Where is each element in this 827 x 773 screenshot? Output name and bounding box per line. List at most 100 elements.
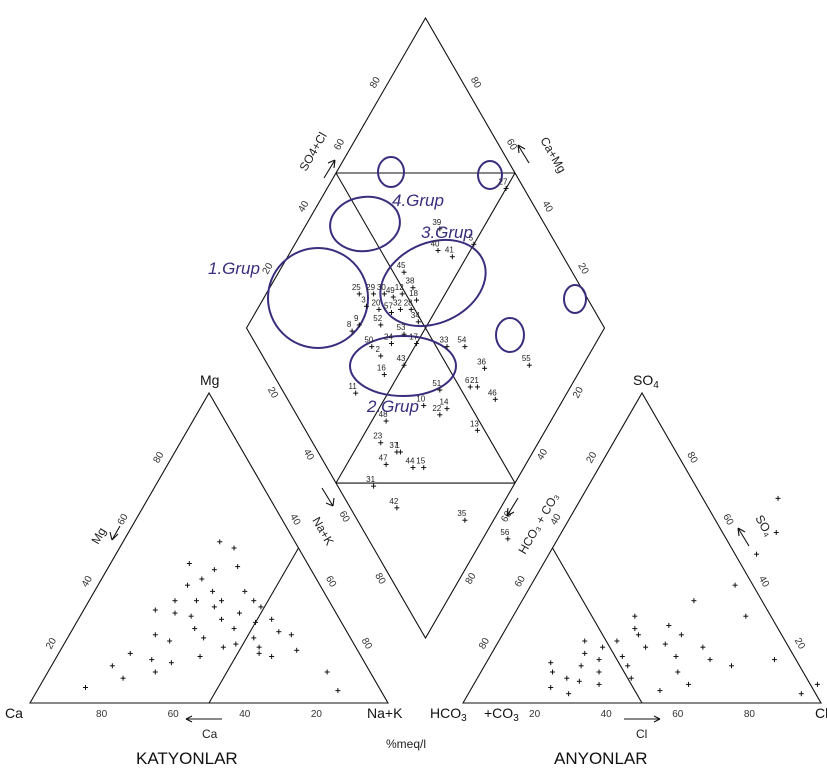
diamond-point	[444, 406, 450, 412]
cation-point	[211, 604, 217, 610]
diamond-point-label: 40	[431, 240, 440, 249]
diamond-point-label: 27	[499, 178, 508, 187]
diamond-point	[378, 440, 384, 446]
diamond-point	[349, 328, 355, 334]
diamond-point	[505, 536, 511, 542]
anion-point	[578, 663, 584, 669]
diamond-point-label: 28	[404, 298, 413, 307]
cation-point	[172, 598, 178, 604]
anion-point	[662, 641, 668, 647]
cation-point	[193, 598, 199, 604]
diamond-point	[353, 390, 359, 396]
so4cl-axis-label: SO4+Cl	[296, 130, 329, 174]
cation-point	[199, 576, 205, 582]
anion-left-tick: 40	[549, 512, 564, 528]
diamond-point-label: 13	[470, 419, 479, 428]
cation-corner-nak: Na+K	[367, 705, 403, 721]
anion-point	[666, 622, 672, 628]
diamond-point-label: 2	[376, 345, 381, 354]
group-label-4: 4.Grup	[392, 191, 444, 210]
diamond-point	[526, 362, 532, 368]
group-label-3: 3.Grup	[421, 223, 473, 242]
anion-point	[798, 691, 804, 697]
diamond-point-label: 36	[477, 357, 486, 366]
diamond-point	[421, 465, 427, 471]
anion-point	[771, 657, 777, 663]
anion-bottom-tick: 40	[601, 709, 613, 720]
cation-point	[152, 632, 158, 638]
cation-point	[251, 598, 257, 604]
diamond-point	[437, 226, 443, 232]
anion-point	[743, 613, 749, 619]
cation-bottom-tick: 60	[168, 709, 180, 720]
unit-label: %meq/l	[386, 737, 426, 751]
diamond-point	[388, 341, 394, 347]
hco3-label: HCO	[430, 705, 461, 721]
diamond-point-label: 22	[432, 404, 441, 413]
cl-arrow-icon	[624, 715, 661, 723]
diamond-point-label: 8	[347, 320, 352, 329]
cation-triangle-outline	[29, 391, 389, 704]
anion-bottom-tick: 60	[672, 709, 684, 720]
anion-point	[657, 688, 663, 694]
point-35-ellipse	[495, 317, 525, 353]
cation-right-tick: 80	[359, 636, 374, 652]
anion-left-tick: 20	[584, 450, 599, 466]
anion-inner-line	[552, 547, 643, 704]
diamond-point-label: 57	[384, 302, 393, 311]
anion-point	[614, 638, 620, 644]
anion-right-tick: 20	[792, 636, 807, 652]
diamond-point	[371, 483, 377, 489]
point-56-ellipse	[563, 284, 587, 314]
anion-point	[632, 626, 638, 632]
cation-bottom-tick: 80	[96, 709, 108, 720]
diamond-point	[383, 461, 389, 467]
anion-corner-cl: Cl	[815, 705, 827, 721]
point-27-ellipse	[377, 156, 405, 188]
cation-point	[152, 607, 158, 613]
diamond-point	[399, 291, 405, 297]
cation-point	[127, 650, 133, 656]
diamond-point	[435, 248, 441, 254]
anion-point	[632, 613, 638, 619]
so4cl-axis-text: SO4+Cl	[296, 130, 329, 174]
anion-point	[729, 663, 734, 669]
diamond-point-label: 15	[416, 457, 425, 466]
diagram-frame	[29, 16, 822, 704]
point-55-ellipse	[477, 160, 503, 190]
anion-point	[643, 644, 649, 650]
diamond-point	[482, 365, 488, 371]
cation-point	[235, 564, 241, 570]
cation-left-tick: 20	[44, 636, 59, 652]
so4-label: SO	[633, 372, 653, 388]
diamond-point	[492, 396, 498, 402]
cation-point	[197, 653, 203, 659]
cation-point	[231, 545, 237, 551]
diamond-point	[401, 362, 407, 368]
diamond-outline	[245, 16, 606, 640]
anion-point	[600, 644, 606, 650]
cation-point	[236, 610, 242, 616]
diamond-point-label: 31	[366, 475, 375, 484]
cation-point	[294, 647, 300, 653]
diamond-point-label: 43	[397, 354, 406, 363]
cation-point	[242, 588, 248, 594]
diamond-point-label: 24	[384, 333, 393, 342]
nak-axis-text: Na+K	[309, 515, 336, 548]
group-ellipses	[267, 156, 587, 397]
anion-point	[773, 529, 779, 535]
anion-point	[550, 669, 555, 675]
diamond-point	[437, 412, 443, 418]
cation-point	[269, 653, 275, 659]
cation-point	[192, 626, 198, 632]
diamond-point-label: 16	[377, 364, 386, 373]
cation-point	[201, 635, 207, 641]
cation-title: KATYONLAR	[136, 749, 238, 768]
diamond-point-label: 46	[488, 388, 497, 397]
diamond-point-label: 5	[469, 233, 474, 242]
diamond-ll-tick: 20	[265, 385, 280, 401]
anion-point	[548, 684, 554, 690]
cation-point	[251, 635, 257, 641]
anion-point	[582, 650, 588, 656]
diamond-lr-tick: 20	[571, 385, 586, 401]
